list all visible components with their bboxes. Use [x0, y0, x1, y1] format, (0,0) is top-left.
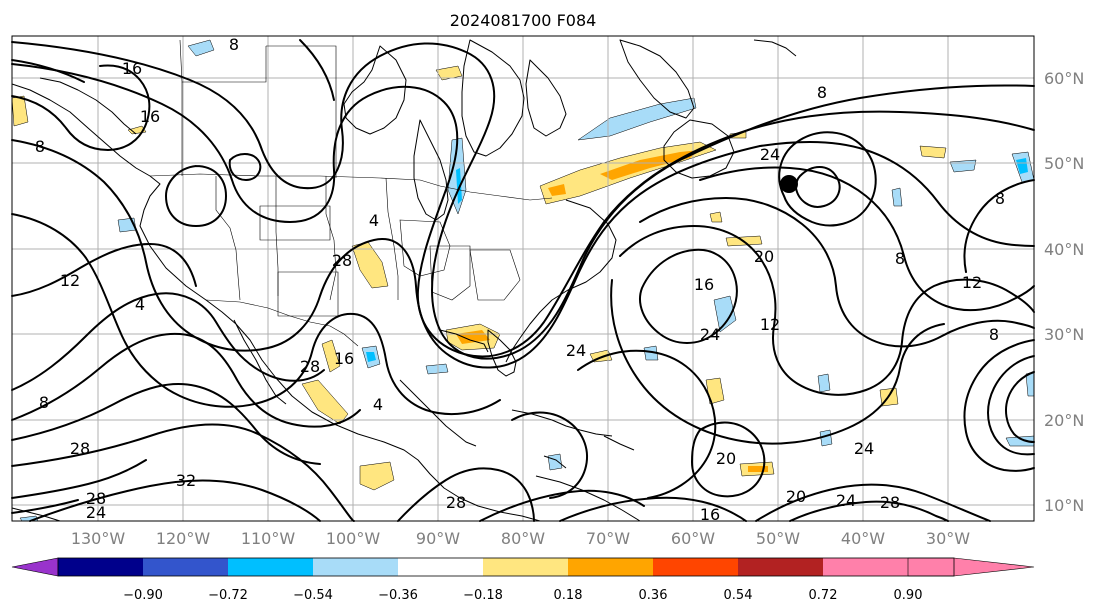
colorbar-label: 0.36	[639, 588, 668, 603]
colorbar-segment	[738, 558, 823, 576]
contour-label: 4	[369, 211, 379, 230]
lon-label: 120°W	[156, 529, 211, 548]
contour-label: 24	[566, 341, 586, 360]
contour-label: 16	[122, 59, 142, 78]
lat-label: 60°N	[1044, 69, 1084, 88]
contour-labels: 8 16 16 8 4 12 28 28 16 28 32 28 24 8 24…	[35, 35, 1005, 524]
colorbar-segment	[823, 558, 908, 576]
low-center-marker	[780, 175, 798, 193]
colorbar-segment	[398, 558, 483, 576]
colorbar: −0.90 −0.72 −0.54 −0.36 −0.18 0.18 0.36 …	[11, 557, 1035, 603]
lon-label: 110°W	[241, 529, 296, 548]
map-panel: 8 16 16 8 4 12 28 28 16 28 32 28 24 8 24…	[11, 35, 1035, 524]
latitude-labels: 60°N 50°N 40°N 30°N 20°N 10°N	[1044, 69, 1084, 515]
contour-label: 12	[760, 315, 780, 334]
lon-label: 60°W	[671, 529, 715, 548]
colorbar-segment	[143, 558, 228, 576]
colorbar-segment	[653, 558, 738, 576]
contour-label: 8	[39, 393, 49, 412]
lon-label: 30°W	[926, 529, 970, 548]
contour-label: 28	[300, 357, 320, 376]
contour-lines	[11, 39, 1035, 522]
map-title: 2024081700 F084	[450, 11, 597, 30]
lon-label: 40°W	[841, 529, 885, 548]
lon-label: 100°W	[326, 529, 381, 548]
contour-label: 8	[995, 189, 1005, 208]
contour-label: 4	[373, 395, 383, 414]
contour-label: 4	[135, 295, 145, 314]
coastlines	[11, 39, 797, 522]
contour-label: 28	[70, 439, 90, 458]
lat-label: 40°N	[1044, 240, 1084, 259]
contour-label: 8	[35, 137, 45, 156]
contour-label: 20	[716, 449, 736, 468]
contour-label: 32	[176, 471, 196, 490]
contour-label: 28	[332, 251, 352, 270]
longitude-labels: 130°W 120°W 110°W 100°W 90°W 80°W 70°W 6…	[71, 529, 970, 548]
contour-label: 24	[854, 439, 874, 458]
colorbar-outline	[57, 557, 955, 577]
shaded-anomaly-patches	[11, 39, 1035, 522]
contour-label: 28	[86, 489, 106, 508]
contour-label: 28	[446, 493, 466, 512]
contour-label: 8	[229, 35, 239, 54]
contour-label: 16	[140, 107, 160, 126]
colorbar-label: −0.90	[123, 588, 163, 603]
colorbar-label: −0.54	[293, 588, 333, 603]
lon-label: 90°W	[416, 529, 460, 548]
contour-label: 20	[786, 487, 806, 506]
map-frame	[11, 35, 1035, 522]
contour-label: 16	[334, 349, 354, 368]
lat-label: 50°N	[1044, 154, 1084, 173]
colorbar-label: −0.36	[378, 588, 418, 603]
colorbar-label: 0.18	[554, 588, 583, 603]
colorbar-segment	[483, 558, 568, 576]
lon-label: 80°W	[501, 529, 545, 548]
contour-label: 20	[754, 247, 774, 266]
contour-label: 8	[989, 325, 999, 344]
colorbar-label: 0.54	[724, 588, 753, 603]
contour-label: 8	[817, 83, 827, 102]
colorbar-label: −0.18	[463, 588, 503, 603]
contour-label: 24	[700, 325, 720, 344]
colorbar-max-extend	[907, 557, 1035, 577]
contour-label: 12	[962, 273, 982, 292]
colorbar-segment	[568, 558, 653, 576]
lat-label: 30°N	[1044, 325, 1084, 344]
colorbar-segment	[228, 558, 313, 576]
lat-label: 20°N	[1044, 411, 1084, 430]
contour-label: 28	[880, 493, 900, 512]
lon-label: 70°W	[586, 529, 630, 548]
contour-label: 16	[700, 505, 720, 524]
contour-label: 24	[836, 491, 856, 510]
lon-label: 50°W	[756, 529, 800, 548]
lat-label: 10°N	[1044, 496, 1084, 515]
colorbar-label: −0.72	[208, 588, 248, 603]
colorbar-segment	[313, 558, 398, 576]
contour-label: 8	[895, 249, 905, 268]
colorbar-segment	[58, 558, 143, 576]
colorbar-label: 0.90	[894, 588, 923, 603]
colorbar-label: 0.72	[809, 588, 838, 603]
lon-label: 130°W	[71, 529, 126, 548]
contour-label: 16	[694, 275, 714, 294]
contour-label: 24	[760, 145, 780, 164]
contour-label: 12	[60, 271, 80, 290]
contour-label: 24	[86, 503, 106, 522]
colorbar-min-extend	[11, 557, 59, 577]
